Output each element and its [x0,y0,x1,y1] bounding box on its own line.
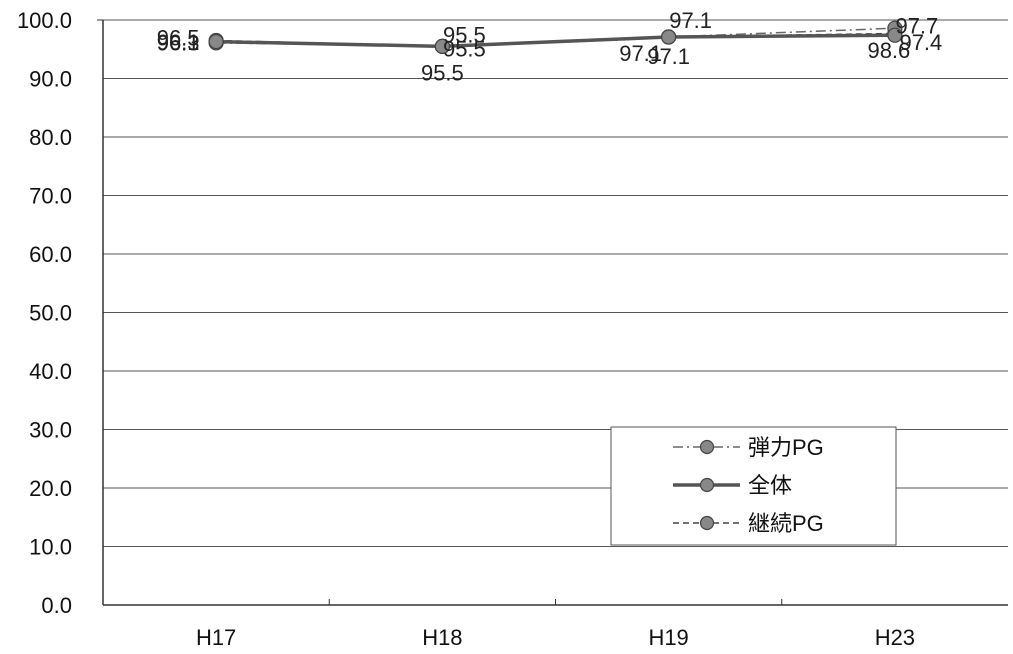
data-label: 97.7 [895,13,938,38]
y-tick-label: 60.0 [29,242,72,267]
y-tick-label: 20.0 [29,476,72,501]
x-tick-label: H17 [196,625,236,650]
y-tick-label: 80.0 [29,125,72,150]
y-tick-label: 90.0 [29,67,72,92]
legend-marker [699,439,715,455]
series-line [216,27,895,48]
x-axis-tick-labels: H17 H18 H19 H23 [196,625,915,650]
legend-marker [699,515,715,531]
data-label: 98.6 [867,38,910,63]
legend-label: 全体 [748,473,792,498]
gridlines [103,19,1008,547]
data-label: 97.1 [619,41,662,66]
data-point [661,29,677,45]
y-tick-label: 70.0 [29,184,72,209]
y-axis-tick-labels: 0.0 10.0 20.0 30.0 40.0 50.0 60.0 70.0 80.0 90.0 1… [17,8,72,618]
series-line [216,33,895,49]
data-label: 96.3 [157,31,200,56]
legend-marker [699,477,715,493]
y-tick-label: 30.0 [29,418,72,443]
data-labels: 96.1 95.5 97.1 98.6 96.3 95.5 97.1 97.4 96.5 95.5… [157,8,943,85]
legend-label: 弾力PG [748,435,824,460]
y-tick-label: 40.0 [29,359,72,384]
data-point [434,38,450,54]
y-tick-label: 10.0 [29,535,72,560]
data-label: 95.5 [443,36,486,61]
y-tick-label: 50.0 [29,301,72,326]
y-tick-label: 100.0 [17,8,72,33]
data-label: 95.5 [443,22,486,47]
data-label: 97.1 [669,8,712,33]
data-label: 96.5 [157,25,200,50]
data-point [887,27,903,43]
x-tick-label: H23 [875,625,915,650]
data-label: 97.4 [899,30,942,55]
x-tick-label: H19 [648,625,688,650]
data-label: 96.1 [157,30,200,55]
x-tick-label: H18 [422,625,462,650]
legend-box [610,426,897,546]
data-label: 97.1 [647,44,690,69]
series-lines [208,20,903,54]
y-tick-label: 0.0 [41,593,72,618]
axes [97,19,1008,606]
data-point [208,34,224,50]
data-label: 95.5 [421,60,464,85]
legend-label: 継続PG [748,511,824,536]
